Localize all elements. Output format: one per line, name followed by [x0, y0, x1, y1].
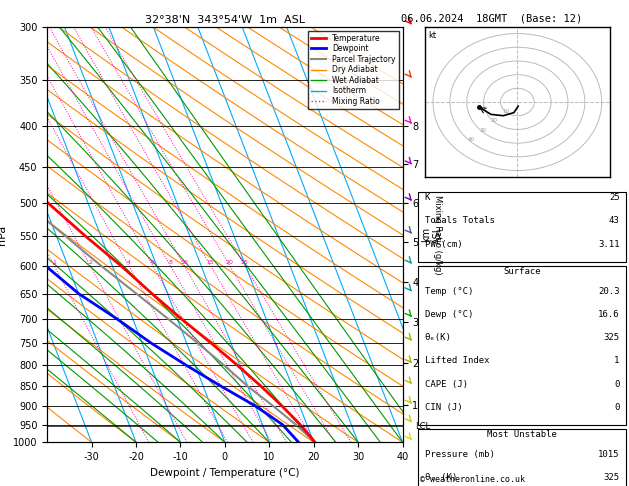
Y-axis label: hPa: hPa — [0, 225, 8, 244]
Text: 40: 40 — [468, 137, 475, 142]
Text: Surface: Surface — [503, 267, 541, 276]
Text: 25: 25 — [241, 260, 248, 265]
Text: 30: 30 — [479, 127, 486, 133]
Text: Pressure (mb): Pressure (mb) — [425, 450, 494, 459]
Text: 0: 0 — [615, 380, 620, 388]
Text: 4: 4 — [126, 260, 131, 265]
Bar — [418, 192, 626, 262]
Text: CIN (J): CIN (J) — [425, 403, 462, 412]
Text: Dewp (°C): Dewp (°C) — [425, 310, 473, 319]
Text: 43: 43 — [609, 216, 620, 226]
Text: LCL: LCL — [415, 422, 430, 431]
Text: 325: 325 — [603, 333, 620, 342]
Text: 16.6: 16.6 — [598, 310, 620, 319]
Text: 10: 10 — [181, 260, 188, 265]
Legend: Temperature, Dewpoint, Parcel Trajectory, Dry Adiabat, Wet Adiabat, Isotherm, Mi: Temperature, Dewpoint, Parcel Trajectory… — [308, 31, 399, 109]
Text: Mixing Ratio (g/kg): Mixing Ratio (g/kg) — [433, 195, 442, 274]
Text: 25: 25 — [609, 193, 620, 202]
Bar — [418, 265, 626, 425]
Text: 20: 20 — [226, 260, 233, 265]
Text: 1: 1 — [615, 356, 620, 365]
Text: 1015: 1015 — [598, 450, 620, 459]
Text: 325: 325 — [603, 473, 620, 482]
Text: θₑ(K): θₑ(K) — [425, 333, 452, 342]
Text: 2: 2 — [88, 260, 92, 265]
Text: 10: 10 — [503, 109, 509, 114]
Text: Temp (°C): Temp (°C) — [425, 287, 473, 295]
Text: kt: kt — [428, 31, 437, 40]
X-axis label: Dewpoint / Temperature (°C): Dewpoint / Temperature (°C) — [150, 468, 299, 478]
Text: Totals Totals: Totals Totals — [425, 216, 494, 226]
Text: 3.11: 3.11 — [598, 240, 620, 249]
Text: 0: 0 — [615, 403, 620, 412]
Title: 32°38'N  343°54'W  1m  ASL: 32°38'N 343°54'W 1m ASL — [145, 15, 305, 25]
Y-axis label: km
ASL: km ASL — [421, 226, 443, 243]
Text: 20: 20 — [491, 118, 498, 123]
Text: CAPE (J): CAPE (J) — [425, 380, 467, 388]
Text: θₑ (K): θₑ (K) — [425, 473, 457, 482]
Text: K: K — [425, 193, 430, 202]
Text: 20.3: 20.3 — [598, 287, 620, 295]
Text: Lifted Index: Lifted Index — [425, 356, 489, 365]
Text: Most Unstable: Most Unstable — [487, 430, 557, 439]
Bar — [418, 429, 626, 486]
Text: 8: 8 — [168, 260, 172, 265]
Text: 1: 1 — [52, 260, 56, 265]
Text: 15: 15 — [206, 260, 214, 265]
Text: 06.06.2024  18GMT  (Base: 12): 06.06.2024 18GMT (Base: 12) — [401, 13, 582, 23]
Text: 6: 6 — [150, 260, 155, 265]
Text: © weatheronline.co.uk: © weatheronline.co.uk — [420, 474, 525, 484]
Text: PW (cm): PW (cm) — [425, 240, 462, 249]
